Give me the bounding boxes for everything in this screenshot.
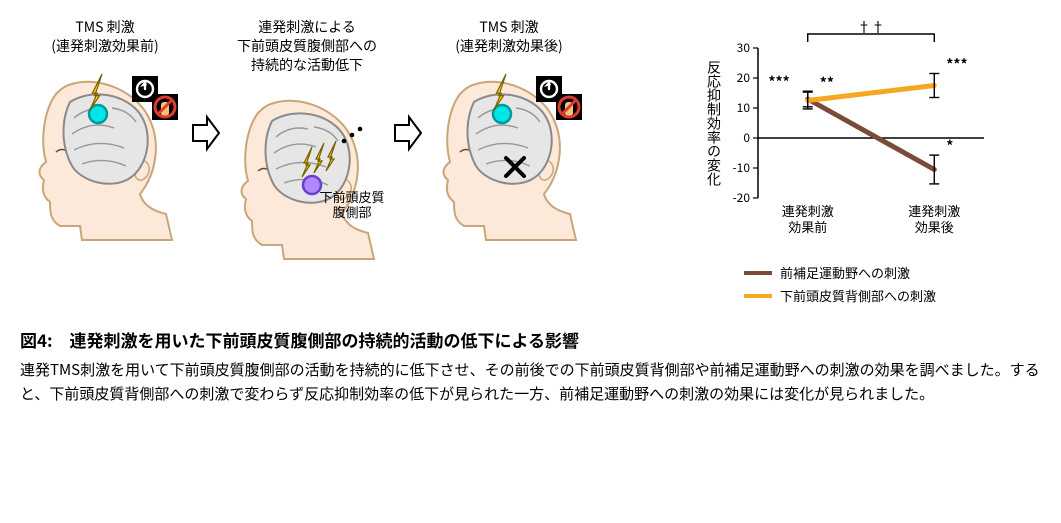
svg-text:*: * [946,136,953,156]
arrow-2 [394,18,422,248]
svg-text:-20: -20 [733,189,751,206]
legend-swatch [744,271,772,275]
legend-label: 前補足運動野への刺激 [780,263,910,282]
diagram-panel: TMS 刺激 (連発刺激効果前) 連発刺激による 下前頭皮質腹側部への 持続的な… [20,18,690,261]
head-post-wrap [424,62,594,242]
chart-panel: -20-100102030反応抑制効率の変化連発刺激効果前連発刺激効果後****… [698,18,1028,305]
chart-svg: -20-100102030反応抑制効率の変化連発刺激効果前連発刺激効果後****… [698,18,998,248]
stage-pre-title: TMS 刺激 (連発刺激効果前) [51,18,158,56]
figure-row: TMS 刺激 (連発刺激効果前) 連発刺激による 下前頭皮質腹側部への 持続的な… [20,18,1041,305]
arrow-1 [192,18,220,248]
arrow-icon [394,113,422,153]
svg-text:***: *** [946,55,967,75]
svg-text:20: 20 [737,69,751,86]
svg-text:10: 10 [737,99,751,116]
svg-text:***: *** [768,72,789,92]
stage-post-title: TMS 刺激 (連発刺激効果後) [455,18,562,56]
svg-text:††: †† [857,18,885,37]
stage-mid-title: 連発刺激による 下前頭皮質腹側部への 持続的な活動低下 [237,18,377,75]
stage-mid: 連発刺激による 下前頭皮質腹側部への 持続的な活動低下 下前頭皮質 腹側部 [222,18,392,261]
svg-text:0: 0 [743,129,750,146]
figure-caption: 連発TMS刺激を用いて下前頭皮質腹側部の活動を持続的に低下させ、その前後での下前… [20,358,1041,406]
head-post-svg [424,62,594,242]
arrow-icon [192,113,220,153]
head-mid-svg [222,81,392,261]
svg-text:**: ** [820,73,834,93]
svg-text:効果後: 効果後 [915,217,954,236]
figure-title: 図4: 連発刺激を用いた下前頭皮質腹側部の持続的活動の低下による影響 [20,327,1041,352]
svg-text:反応抑制効率の変化: 反応抑制効率の変化 [704,60,724,187]
legend-label: 下前頭皮質背側部への刺激 [780,286,936,305]
head-pre-wrap [20,62,190,242]
stage-pre: TMS 刺激 (連発刺激効果前) [20,18,190,242]
svg-text:30: 30 [737,39,751,56]
head-mid-wrap: 下前頭皮質 腹側部 [222,81,392,261]
chart-legend: 前補足運動野への刺激下前頭皮質背側部への刺激 [744,263,1028,305]
legend-item: 下前頭皮質背側部への刺激 [744,286,1028,305]
legend-swatch [744,294,772,298]
stage-post: TMS 刺激 (連発刺激効果後) [424,18,594,242]
svg-text:効果前: 効果前 [788,217,827,236]
legend-item: 前補足運動野への刺激 [744,263,1028,282]
svg-text:-10: -10 [733,159,751,176]
head-pre-svg [20,62,190,242]
stages-row: TMS 刺激 (連発刺激効果前) 連発刺激による 下前頭皮質腹側部への 持続的な… [20,18,690,261]
